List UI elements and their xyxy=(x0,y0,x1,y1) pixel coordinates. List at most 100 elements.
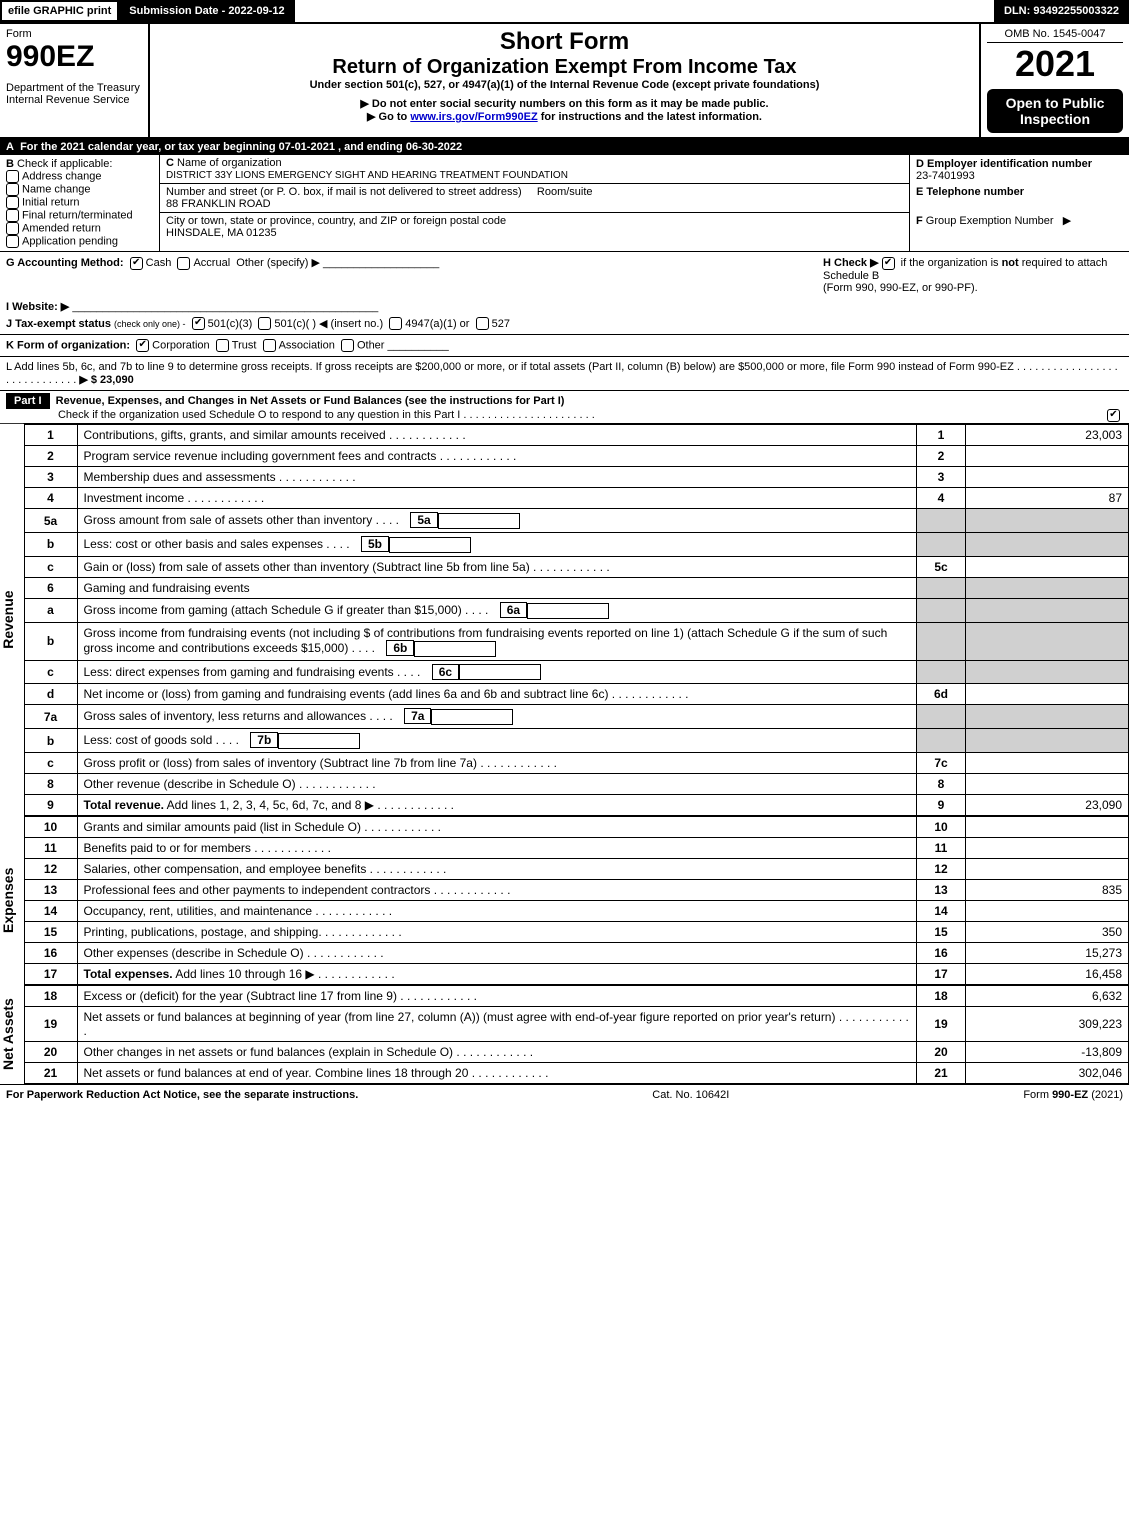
check-address-change[interactable] xyxy=(6,170,19,183)
line-value xyxy=(966,729,1129,753)
check-schedule-o[interactable] xyxy=(1107,409,1120,422)
line-row: 4Investment income . . . . . . . . . . .… xyxy=(24,488,1129,509)
line-description: Excess or (deficit) for the year (Subtra… xyxy=(77,985,917,1006)
line-value xyxy=(966,858,1129,879)
line-box-number xyxy=(917,705,966,729)
check-amended-return[interactable] xyxy=(6,222,19,235)
irs-link[interactable]: www.irs.gov/Form990EZ xyxy=(410,111,537,123)
line-number: a xyxy=(24,598,77,622)
check-other-org[interactable] xyxy=(341,339,354,352)
line-box-number: 13 xyxy=(917,879,966,900)
short-form-title: Short Form xyxy=(156,28,973,56)
check-trust[interactable] xyxy=(216,339,229,352)
h-schedule-b: H Check ▶ if the organization is not req… xyxy=(823,256,1123,294)
check-4947[interactable] xyxy=(389,317,402,330)
sub-line-value[interactable] xyxy=(414,641,496,657)
line-value xyxy=(966,446,1129,467)
line-number: 9 xyxy=(24,794,77,815)
line-value: 16,458 xyxy=(966,963,1129,984)
line-value xyxy=(966,773,1129,794)
j-527: 527 xyxy=(492,318,510,330)
line-value xyxy=(966,598,1129,622)
check-501c[interactable] xyxy=(258,317,271,330)
revenue-label: Revenue xyxy=(0,424,24,816)
section-def: D Employer identification number 23-7401… xyxy=(909,155,1129,251)
efile-print-label[interactable]: efile GRAPHIC print xyxy=(0,0,119,22)
check-schedule-b[interactable] xyxy=(882,257,895,270)
check-501c3[interactable] xyxy=(192,317,205,330)
line-row: 10Grants and similar amounts paid (list … xyxy=(24,816,1129,837)
check-name-change[interactable] xyxy=(6,183,19,196)
sub-line-value[interactable] xyxy=(438,513,520,529)
sub-line-value[interactable] xyxy=(459,664,541,680)
line-value: 23,090 xyxy=(966,794,1129,815)
sub-line-value[interactable] xyxy=(527,603,609,619)
line-row: dNet income or (loss) from gaming and fu… xyxy=(24,684,1129,705)
return-title: Return of Organization Exempt From Incom… xyxy=(156,56,973,79)
tax-year: 2021 xyxy=(987,43,1123,85)
sub-line-value[interactable] xyxy=(278,733,360,749)
h-text3: (Form 990, 990-EZ, or 990-PF). xyxy=(823,282,978,294)
form-word: Form xyxy=(6,28,142,40)
line-number: 2 xyxy=(24,446,77,467)
expenses-table: 10Grants and similar amounts paid (list … xyxy=(24,816,1129,985)
top-bar: efile GRAPHIC print Submission Date - 20… xyxy=(0,0,1129,24)
line-value xyxy=(966,467,1129,488)
line-box-number: 9 xyxy=(917,794,966,815)
sub-line-label: 7a xyxy=(404,708,431,724)
check-final-return[interactable] xyxy=(6,209,19,222)
line-row: 3Membership dues and assessments . . . .… xyxy=(24,467,1129,488)
line-value: 23,003 xyxy=(966,425,1129,446)
line-box-number: 18 xyxy=(917,985,966,1006)
line-number: 7a xyxy=(24,705,77,729)
sub-line-value[interactable] xyxy=(431,709,513,725)
line-description: Total expenses. Add lines 10 through 16 … xyxy=(77,963,917,984)
line-row: 11Benefits paid to or for members . . . … xyxy=(24,837,1129,858)
line-row: cGain or (loss) from sale of assets othe… xyxy=(24,556,1129,577)
line-number: 21 xyxy=(24,1062,77,1083)
netassets-table: 18Excess or (deficit) for the year (Subt… xyxy=(24,985,1129,1084)
line-value: 350 xyxy=(966,921,1129,942)
c-addr-label: Number and street (or P. O. box, if mail… xyxy=(166,186,522,198)
check-accrual[interactable] xyxy=(177,257,190,270)
g-other: Other (specify) ▶ xyxy=(236,257,320,269)
line-row: 2Program service revenue including gover… xyxy=(24,446,1129,467)
line-number: 14 xyxy=(24,900,77,921)
check-527[interactable] xyxy=(476,317,489,330)
line-number: 4 xyxy=(24,488,77,509)
line-row: bGross income from fundraising events (n… xyxy=(24,622,1129,660)
goto-instructions: ▶ Go to www.irs.gov/Form990EZ for instru… xyxy=(156,110,973,123)
line-row: 7aGross sales of inventory, less returns… xyxy=(24,705,1129,729)
department-label: Department of the Treasury Internal Reve… xyxy=(6,82,142,106)
netassets-section: Net Assets 18Excess or (deficit) for the… xyxy=(0,985,1129,1084)
sub-line-value[interactable] xyxy=(389,537,471,553)
check-cash[interactable] xyxy=(130,257,143,270)
line-row: 19Net assets or fund balances at beginni… xyxy=(24,1006,1129,1041)
sub-line-label: 7b xyxy=(250,732,278,748)
line-description: Benefits paid to or for members . . . . … xyxy=(77,837,917,858)
part1-title: Revenue, Expenses, and Changes in Net As… xyxy=(56,395,565,407)
line-box-number: 2 xyxy=(917,446,966,467)
l-amount: ▶ $ 23,090 xyxy=(79,374,133,386)
line-value xyxy=(966,509,1129,533)
line-number: 3 xyxy=(24,467,77,488)
line-box-number xyxy=(917,509,966,533)
line-number: c xyxy=(24,660,77,684)
line-description: Less: cost or other basis and sales expe… xyxy=(77,533,917,557)
line-box-number: 4 xyxy=(917,488,966,509)
h-check: H Check ▶ xyxy=(823,257,879,269)
b-opt-0: Address change xyxy=(22,170,102,182)
check-corporation[interactable] xyxy=(136,339,149,352)
k-other: Other xyxy=(357,340,385,352)
line-description: Printing, publications, postage, and shi… xyxy=(77,921,917,942)
check-application-pending[interactable] xyxy=(6,235,19,248)
section-b: B Check if applicable: Address change Na… xyxy=(0,155,160,251)
omb-number: OMB No. 1545-0047 xyxy=(987,28,1123,43)
dln-label: DLN: 93492255003322 xyxy=(994,0,1129,22)
g-accrual: Accrual xyxy=(193,257,230,269)
check-initial-return[interactable] xyxy=(6,196,19,209)
header-left: Form 990EZ Department of the Treasury In… xyxy=(0,24,150,137)
org-city: HINSDALE, MA 01235 xyxy=(166,227,277,239)
check-association[interactable] xyxy=(263,339,276,352)
line-number: 8 xyxy=(24,773,77,794)
